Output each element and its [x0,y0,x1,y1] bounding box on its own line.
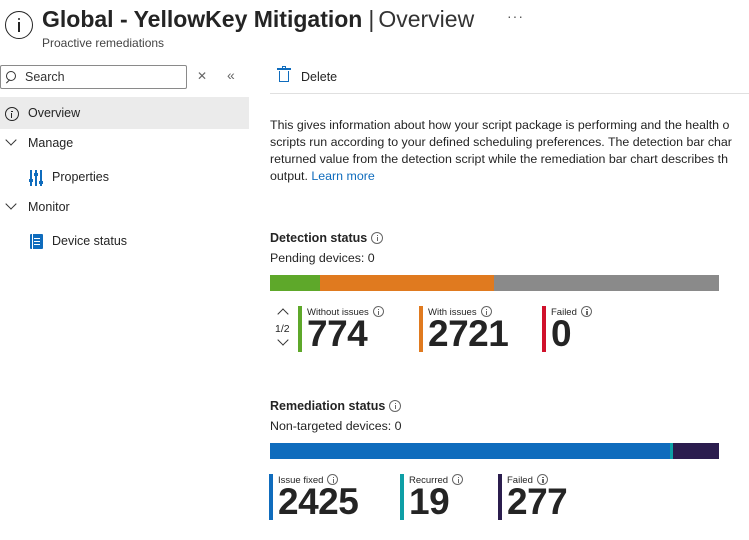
bar-segment-failed[interactable] [673,443,719,459]
info-icon[interactable] [371,232,384,244]
info-icon [5,107,19,121]
pending-devices-text: Pending devices: 0 [270,251,375,265]
page-subtitle: Proactive remediations [42,36,165,50]
sidebar-group-manage[interactable]: Manage [0,127,249,159]
chevron-down-icon [5,198,17,210]
title-main: Global - YellowKey Mitigation [42,6,363,32]
info-icon[interactable] [372,306,384,317]
sidebar-item-device-status[interactable]: Device status [0,225,249,257]
non-targeted-devices-text: Non-targeted devices: 0 [270,419,402,433]
chevron-down-icon [5,134,17,146]
page-indicator: 1/2 [275,323,290,335]
bar-segment-issue-fixed[interactable] [270,443,671,459]
info-icon[interactable] [580,306,592,317]
sidebar-item-label: Device status [52,234,128,248]
trash-icon [277,66,291,82]
search-box[interactable] [0,65,187,89]
properties-icon [29,170,43,186]
toolbar: Delete [270,56,749,94]
info-icon[interactable] [327,474,339,485]
page-header: Global - YellowKey Mitigation | Overview ·… [0,0,749,56]
sidebar-item-label: Monitor [28,200,70,214]
info-icon [5,11,33,39]
info-icon[interactable] [452,474,464,485]
device-status-icon [30,234,43,249]
main-content: Delete This gives information about how … [269,56,749,540]
remediation-status-title: Remediation status [270,399,402,413]
info-icon[interactable] [389,400,402,412]
bar-segment-recurred[interactable] [670,443,674,459]
bar-segment-with-issues[interactable] [319,275,495,291]
delete-button[interactable]: Delete [270,56,350,94]
stat-value: 0 [551,313,572,354]
detection-status-bar [270,275,719,291]
delete-label: Delete [301,70,338,84]
search-input[interactable] [25,68,180,86]
stat-value: 774 [307,313,368,354]
bar-segment-without-issues[interactable] [270,275,320,291]
stat-value: 2425 [278,481,359,522]
stat-value: 19 [409,481,450,522]
chevron-down-icon[interactable] [277,334,289,346]
sidebar-item-label: Properties [52,170,109,184]
page-title: Global - YellowKey Mitigation | Overview [42,5,474,33]
pager: 1/2 [275,306,295,350]
info-icon[interactable] [536,474,548,485]
bar-segment-other[interactable] [494,275,719,291]
sidebar-item-properties[interactable]: Properties [0,161,249,193]
info-icon[interactable] [480,306,492,317]
sidebar: ✕ « Overview Manage Properties Monitor D… [0,56,250,540]
stat-value: 277 [507,481,568,522]
remediation-status-bar [270,443,719,459]
learn-more-link[interactable]: Learn more [311,169,375,183]
description-text: This gives information about how your sc… [270,118,732,183]
collapse-sidebar-button[interactable]: « [227,67,235,83]
search-icon [6,71,16,81]
sidebar-item-overview[interactable]: Overview [0,97,249,129]
sidebar-group-monitor[interactable]: Monitor [0,191,249,223]
sidebar-item-label: Overview [28,106,81,120]
sidebar-item-label: Manage [28,136,74,150]
clear-search-button[interactable]: ✕ [197,69,208,83]
title-separator: | [368,6,375,32]
more-options-button[interactable]: ··· [507,8,524,24]
title-page: Overview [378,6,475,32]
stat-value: 2721 [428,313,509,354]
detection-status-title: Detection status [270,231,384,245]
chevron-up-icon[interactable] [277,308,289,320]
